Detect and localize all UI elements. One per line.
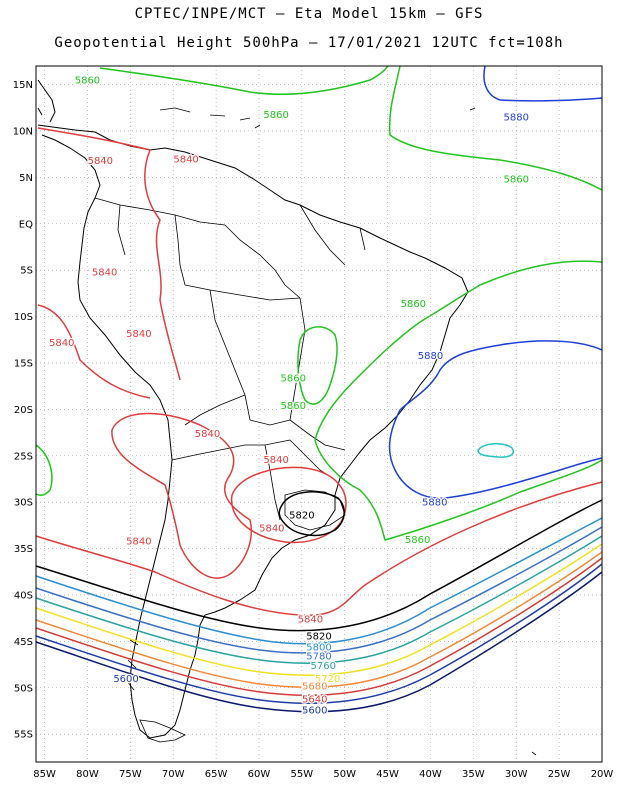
contour-label: 5780 bbox=[306, 652, 331, 663]
contour-label: 5880 bbox=[422, 498, 447, 509]
lon-tick-label: 70W bbox=[162, 769, 185, 780]
contour-5860-brazil-cell bbox=[297, 326, 338, 405]
lat-tick-label: 40S bbox=[14, 590, 33, 601]
contour-5860-east bbox=[314, 260, 603, 541]
contour-label: 5880 bbox=[418, 351, 443, 362]
contour-label: 5680 bbox=[302, 681, 327, 692]
contour-label: 5840 bbox=[263, 455, 288, 466]
contour-label: 5820 bbox=[289, 511, 314, 522]
contour-label: 5840 bbox=[49, 338, 74, 349]
contour-5680 bbox=[35, 551, 603, 688]
contour-5840-south bbox=[35, 481, 603, 617]
lat-tick-label: 15S bbox=[14, 358, 33, 369]
contour-5900-cell bbox=[477, 443, 514, 458]
contour-label: 5880 bbox=[504, 113, 529, 124]
map-frame bbox=[35, 65, 603, 763]
contour-5880-ne bbox=[483, 65, 603, 102]
lat-tick-label: 30S bbox=[14, 498, 33, 509]
lat-tick-label: EQ bbox=[19, 219, 33, 230]
lon-tick-label: 20W bbox=[591, 769, 614, 780]
contour-5840-uruguay-cell bbox=[230, 466, 347, 544]
contour-5720 bbox=[35, 543, 603, 676]
contour-5880-atlantic bbox=[388, 340, 603, 499]
lat-tick-label: 25S bbox=[14, 451, 33, 462]
contour-label: 5840 bbox=[298, 615, 323, 626]
contour-5760 bbox=[35, 535, 603, 664]
lon-tick-label: 55W bbox=[291, 769, 314, 780]
central-america-coast bbox=[37, 79, 56, 123]
lon-tick-label: 45W bbox=[376, 769, 399, 780]
contour-label: 5720 bbox=[315, 674, 340, 685]
caribbean-islands bbox=[159, 107, 476, 129]
contour-label: 5820 bbox=[306, 631, 331, 642]
coastlines bbox=[37, 79, 537, 756]
map-title-line-1: CPTEC/INPE/MCT – Eta Model 15km – GFS bbox=[134, 6, 484, 22]
lon-tick-label: 60W bbox=[248, 769, 271, 780]
country-borders bbox=[94, 197, 366, 521]
lon-tick-label: 30W bbox=[505, 769, 528, 780]
contour-label: 5840 bbox=[126, 329, 151, 340]
lat-tick-label: 10N bbox=[13, 126, 33, 137]
contour-label: 5860 bbox=[504, 175, 529, 186]
contour-label: 5860 bbox=[263, 110, 288, 121]
contour-5820-cell bbox=[278, 491, 345, 537]
contour-5860-atlantic bbox=[388, 65, 603, 191]
south-america-coast bbox=[37, 124, 469, 739]
map-title-line-2: Geopotential Height 500hPa – 17/01/2021 … bbox=[54, 35, 564, 51]
contour-5600 bbox=[35, 563, 603, 705]
lon-tick-label: 40W bbox=[419, 769, 442, 780]
contour-5640 bbox=[35, 557, 603, 696]
contour-label: 5640 bbox=[302, 694, 327, 705]
contour-label: 5840 bbox=[259, 524, 284, 535]
lat-tick-label: 55S bbox=[14, 730, 33, 741]
contour-5560 bbox=[35, 571, 603, 713]
contour-5840-bolivia-cell bbox=[111, 412, 252, 579]
contour-label: 5860 bbox=[281, 373, 306, 384]
contour-label: 5860 bbox=[405, 535, 430, 546]
lat-tick-label: 10S bbox=[14, 312, 33, 323]
contour-5800 bbox=[35, 517, 603, 645]
lon-tick-label: 25W bbox=[548, 769, 571, 780]
lat-tick-label: 20S bbox=[14, 405, 33, 416]
contour-lines bbox=[35, 65, 603, 713]
contour-5860-pacific bbox=[35, 444, 53, 496]
la-plata-estuary bbox=[284, 489, 346, 531]
lon-tick-label: 35W bbox=[462, 769, 485, 780]
lon-tick-label: 80W bbox=[76, 769, 99, 780]
tierra-del-fuego bbox=[125, 639, 537, 756]
lat-tick-label: 5S bbox=[20, 266, 33, 277]
contour-label: 5840 bbox=[173, 154, 198, 165]
contour-label: 5860 bbox=[281, 401, 306, 412]
lat-tick-label: 45S bbox=[14, 637, 33, 648]
lon-tick-label: 65W bbox=[205, 769, 228, 780]
lon-tick-label: 50W bbox=[333, 769, 356, 780]
contour-label: 5800 bbox=[306, 642, 331, 653]
lat-tick-label: 35S bbox=[14, 544, 33, 555]
lat-tick-label: 15N bbox=[13, 80, 33, 91]
contour-label: 5600 bbox=[113, 674, 138, 685]
lat-tick-label: 50S bbox=[14, 683, 33, 694]
contour-label: 5840 bbox=[88, 156, 113, 167]
lon-tick-label: 85W bbox=[33, 769, 56, 780]
contour-label: 5840 bbox=[126, 537, 151, 548]
contour-label: 5600 bbox=[302, 706, 327, 717]
lat-tick-label: 5N bbox=[19, 173, 33, 184]
contour-label: 5860 bbox=[401, 299, 426, 310]
contour-label: 5840 bbox=[92, 268, 117, 279]
contour-labels: 5860 5860 5880 5860 5840 5840 5840 5840 5840 5860… bbox=[48, 74, 530, 718]
contour-5860-north bbox=[99, 65, 389, 96]
contour-5820 bbox=[35, 499, 603, 632]
contour-5840-north bbox=[37, 127, 181, 399]
contour-label: 5860 bbox=[75, 75, 100, 86]
contour-label: 5840 bbox=[195, 429, 220, 440]
axis-tick-labels: 15N 10N 5N EQ 5S 10S 15S 20S 25S 30S 35S 40S 45S 50S 5… bbox=[13, 80, 614, 780]
lon-tick-label: 75W bbox=[119, 769, 142, 780]
contour-label: 5760 bbox=[311, 661, 336, 672]
contour-5780 bbox=[35, 526, 603, 654]
